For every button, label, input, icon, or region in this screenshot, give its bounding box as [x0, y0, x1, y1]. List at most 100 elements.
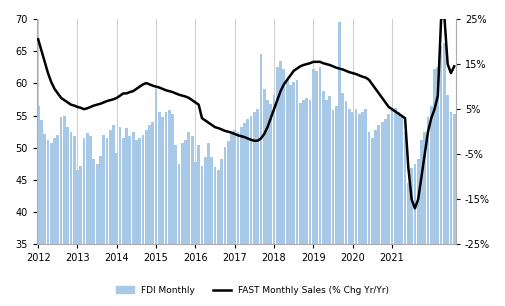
- Bar: [390, 110, 393, 306]
- Bar: [440, 46, 442, 306]
- Bar: [322, 91, 325, 306]
- Bar: [394, 108, 396, 306]
- Bar: [233, 130, 236, 306]
- Bar: [46, 140, 49, 306]
- FAST Monthly Sales (% Chg Yr/Yr): [251, 139, 258, 143]
- Bar: [109, 130, 112, 306]
- Bar: [263, 88, 266, 306]
- Bar: [63, 116, 66, 306]
- Bar: [433, 69, 436, 306]
- Bar: [328, 96, 331, 306]
- Bar: [40, 120, 43, 306]
- Bar: [99, 155, 102, 306]
- Bar: [319, 67, 321, 306]
- Bar: [315, 70, 318, 306]
- Bar: [155, 88, 158, 306]
- Bar: [443, 43, 446, 306]
- Bar: [197, 145, 200, 306]
- Bar: [76, 170, 79, 306]
- Bar: [273, 95, 275, 306]
- Bar: [430, 106, 433, 306]
- Bar: [224, 147, 226, 306]
- Bar: [253, 112, 256, 306]
- Bar: [312, 69, 315, 306]
- Bar: [96, 164, 98, 306]
- Bar: [73, 136, 76, 306]
- Bar: [256, 109, 259, 306]
- Bar: [158, 112, 161, 306]
- Bar: [135, 140, 138, 306]
- FAST Monthly Sales (% Chg Yr/Yr): [392, 110, 398, 113]
- Bar: [240, 127, 243, 306]
- Bar: [37, 106, 39, 306]
- Bar: [361, 112, 364, 306]
- Bar: [260, 54, 262, 306]
- FAST Monthly Sales (% Chg Yr/Yr): [412, 207, 418, 210]
- FAST Monthly Sales (% Chg Yr/Yr): [451, 65, 457, 68]
- Bar: [358, 114, 361, 306]
- Bar: [306, 98, 308, 306]
- Bar: [436, 67, 439, 306]
- Bar: [70, 132, 72, 306]
- Bar: [161, 117, 164, 306]
- Bar: [230, 132, 233, 306]
- Bar: [400, 117, 403, 306]
- Bar: [191, 136, 193, 306]
- Bar: [132, 132, 134, 306]
- Bar: [446, 95, 449, 306]
- Bar: [295, 80, 298, 306]
- Bar: [309, 99, 312, 306]
- Bar: [286, 80, 288, 306]
- Bar: [106, 138, 109, 306]
- Bar: [83, 138, 85, 306]
- Bar: [417, 159, 420, 306]
- Bar: [368, 132, 371, 306]
- Bar: [381, 122, 383, 306]
- Bar: [103, 135, 105, 306]
- Bar: [325, 99, 328, 306]
- Line: FAST Monthly Sales (% Chg Yr/Yr): FAST Monthly Sales (% Chg Yr/Yr): [38, 17, 454, 208]
- Bar: [243, 123, 246, 306]
- Bar: [246, 119, 249, 306]
- Bar: [152, 122, 154, 306]
- Bar: [227, 141, 230, 306]
- Bar: [138, 138, 141, 306]
- FAST Monthly Sales (% Chg Yr/Yr): [137, 85, 143, 88]
- Bar: [449, 112, 452, 306]
- Bar: [423, 132, 426, 306]
- Bar: [214, 167, 217, 306]
- Bar: [194, 162, 197, 306]
- Bar: [178, 164, 180, 306]
- Bar: [407, 183, 410, 306]
- Bar: [237, 132, 239, 306]
- Bar: [374, 130, 377, 306]
- FAST Monthly Sales (% Chg Yr/Yr): [435, 94, 441, 98]
- Bar: [365, 109, 367, 306]
- Bar: [292, 82, 295, 306]
- Bar: [335, 106, 338, 306]
- Bar: [53, 138, 56, 306]
- Bar: [168, 110, 171, 306]
- Bar: [141, 135, 144, 306]
- Bar: [122, 138, 125, 306]
- Bar: [50, 143, 53, 306]
- Bar: [200, 166, 204, 306]
- Bar: [269, 104, 272, 306]
- Bar: [217, 170, 220, 306]
- Bar: [302, 99, 305, 306]
- Bar: [220, 159, 223, 306]
- Bar: [174, 145, 177, 306]
- Bar: [427, 117, 429, 306]
- Bar: [403, 132, 407, 306]
- Bar: [207, 143, 210, 306]
- Bar: [86, 133, 89, 306]
- FAST Monthly Sales (% Chg Yr/Yr): [441, 15, 447, 19]
- Bar: [43, 134, 46, 306]
- Bar: [79, 166, 82, 306]
- Bar: [145, 130, 147, 306]
- Bar: [384, 119, 387, 306]
- Bar: [171, 114, 174, 306]
- Bar: [128, 136, 131, 306]
- Bar: [289, 85, 292, 306]
- Bar: [125, 129, 128, 306]
